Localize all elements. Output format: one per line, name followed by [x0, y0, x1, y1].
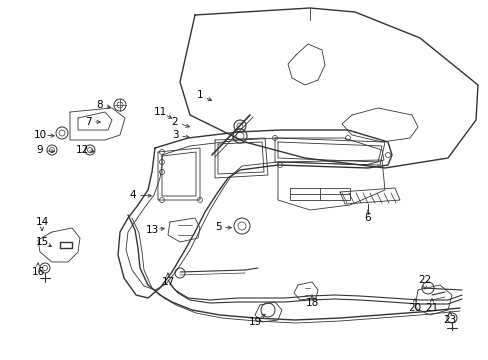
Text: 23: 23 — [443, 315, 456, 325]
Text: 18: 18 — [305, 298, 318, 308]
Text: 4: 4 — [129, 190, 136, 200]
Text: 2: 2 — [171, 117, 178, 127]
Text: 5: 5 — [214, 222, 221, 232]
Text: 21: 21 — [425, 303, 438, 313]
Text: 20: 20 — [407, 303, 421, 313]
Text: 8: 8 — [97, 100, 103, 110]
Text: 11: 11 — [153, 107, 166, 117]
Text: 7: 7 — [84, 117, 91, 127]
Text: 14: 14 — [35, 217, 48, 227]
Text: 1: 1 — [196, 90, 203, 100]
Text: 15: 15 — [35, 237, 48, 247]
Text: 3: 3 — [171, 130, 178, 140]
Text: 13: 13 — [145, 225, 158, 235]
Text: 19: 19 — [248, 317, 261, 327]
Text: 12: 12 — [75, 145, 88, 155]
Text: 10: 10 — [33, 130, 46, 140]
Text: 16: 16 — [31, 267, 44, 277]
Text: 22: 22 — [418, 275, 431, 285]
Text: 17: 17 — [161, 277, 174, 287]
Text: 9: 9 — [37, 145, 43, 155]
Text: 6: 6 — [364, 213, 370, 223]
